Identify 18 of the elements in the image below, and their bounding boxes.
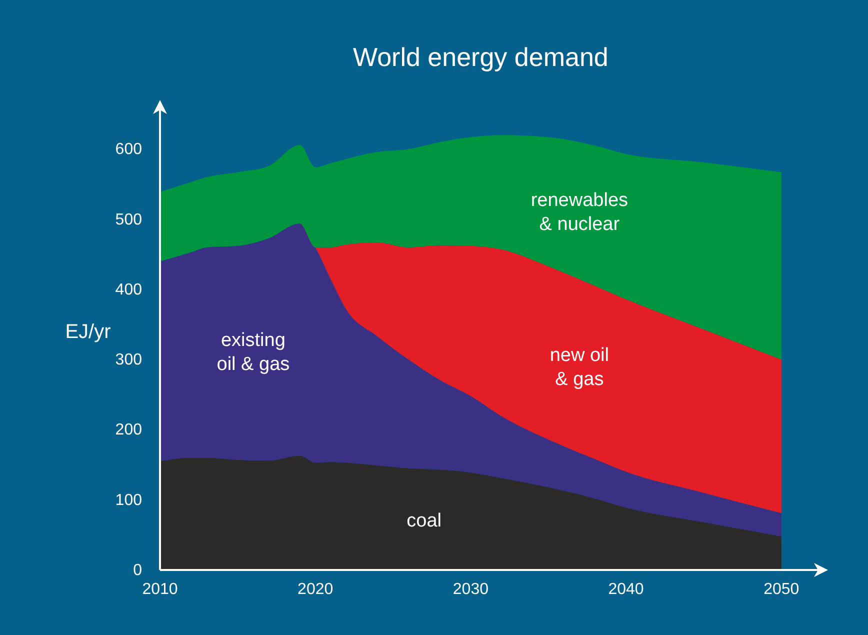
y-tick-label: 0	[133, 562, 142, 579]
series-label: new oil & gas	[550, 344, 610, 390]
y-tick-label: 200	[115, 422, 142, 439]
y-tick-label: 500	[115, 211, 142, 228]
x-tick-label: 2040	[608, 581, 644, 598]
y-tick-label: 300	[115, 352, 142, 369]
series-label: existing oil & gas	[216, 330, 290, 376]
series-label: coal	[406, 510, 442, 532]
x-tick-label: 2010	[142, 581, 178, 598]
y-tick-label: 400	[115, 281, 142, 298]
x-tick-label: 2050	[764, 581, 800, 598]
y-axis-title: EJ/yr	[65, 321, 112, 343]
chart-title: World energy demand	[353, 42, 608, 72]
y-tick-label: 100	[115, 492, 142, 509]
y-tick-label: 600	[115, 141, 142, 158]
x-tick-label: 2030	[452, 581, 489, 598]
x-tick-label: 2020	[298, 581, 334, 598]
series-label: renewables & nuclear	[530, 190, 628, 236]
